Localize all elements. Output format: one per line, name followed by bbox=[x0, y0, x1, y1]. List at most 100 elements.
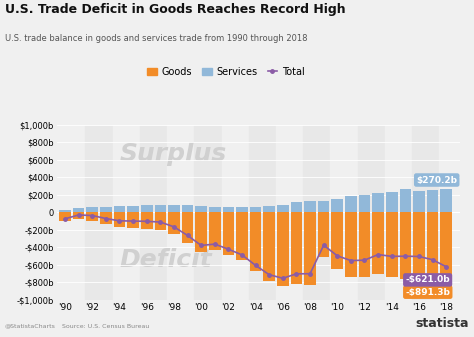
Bar bbox=[331, 199, 343, 212]
Text: Source: U.S. Census Bureau: Source: U.S. Census Bureau bbox=[62, 324, 149, 329]
Bar bbox=[426, 125, 439, 300]
Total bbox=[443, 265, 449, 269]
Bar bbox=[209, 207, 220, 212]
Bar bbox=[263, 125, 276, 300]
Text: $270.2b: $270.2b bbox=[416, 176, 457, 185]
Bar bbox=[182, 205, 193, 212]
Text: U.S. trade balance in goods and services trade from 1990 through 2018: U.S. trade balance in goods and services… bbox=[5, 34, 307, 43]
Bar bbox=[59, 210, 71, 212]
Bar bbox=[58, 125, 72, 300]
Total bbox=[103, 216, 109, 220]
Bar bbox=[413, 191, 425, 212]
Bar bbox=[250, 207, 261, 212]
Bar bbox=[128, 206, 139, 212]
Total bbox=[198, 243, 204, 247]
Bar bbox=[223, 207, 234, 212]
Total bbox=[76, 213, 82, 217]
Total bbox=[348, 258, 354, 263]
Total bbox=[402, 254, 408, 258]
Bar bbox=[167, 125, 181, 300]
Bar bbox=[168, 212, 180, 234]
Bar bbox=[386, 212, 398, 277]
Total bbox=[90, 214, 95, 218]
Bar bbox=[209, 212, 220, 250]
Bar bbox=[141, 212, 153, 229]
Bar bbox=[126, 125, 140, 300]
Text: -$891.3b: -$891.3b bbox=[405, 288, 450, 297]
Bar bbox=[99, 125, 113, 300]
Bar bbox=[413, 212, 425, 278]
Total bbox=[185, 234, 191, 238]
Bar bbox=[304, 212, 316, 285]
Bar bbox=[345, 196, 356, 212]
Text: statista: statista bbox=[416, 317, 469, 330]
Total bbox=[212, 242, 218, 246]
Total bbox=[430, 258, 436, 262]
Bar bbox=[400, 212, 411, 279]
Bar bbox=[412, 125, 426, 300]
Total bbox=[335, 254, 340, 258]
Bar bbox=[277, 205, 289, 212]
Bar bbox=[427, 190, 438, 212]
Bar bbox=[345, 212, 356, 277]
Total bbox=[389, 254, 394, 258]
Bar bbox=[358, 125, 371, 300]
Bar bbox=[114, 206, 125, 212]
Total bbox=[157, 220, 163, 224]
Bar bbox=[85, 125, 99, 300]
Total bbox=[266, 273, 272, 277]
Bar bbox=[236, 208, 248, 212]
Bar bbox=[276, 125, 290, 300]
Bar bbox=[223, 212, 234, 254]
Bar bbox=[100, 207, 112, 212]
Text: Deficit: Deficit bbox=[119, 248, 212, 272]
Bar bbox=[154, 125, 167, 300]
Text: U.S. Trade Deficit in Goods Reaches Record High: U.S. Trade Deficit in Goods Reaches Reco… bbox=[5, 3, 346, 17]
Total bbox=[362, 258, 367, 262]
Bar bbox=[141, 205, 153, 212]
Bar bbox=[73, 208, 84, 212]
Total bbox=[62, 217, 68, 221]
Bar bbox=[264, 212, 275, 281]
Total bbox=[416, 254, 422, 258]
Total bbox=[280, 276, 286, 280]
Bar bbox=[182, 212, 193, 243]
Text: Surplus: Surplus bbox=[119, 143, 227, 166]
Total bbox=[239, 253, 245, 257]
Text: -$621.0b: -$621.0b bbox=[405, 275, 450, 284]
Bar bbox=[331, 212, 343, 269]
Bar bbox=[264, 206, 275, 212]
Line: Total: Total bbox=[64, 213, 448, 280]
Total bbox=[226, 247, 231, 251]
Bar bbox=[359, 212, 370, 277]
Total bbox=[130, 219, 136, 223]
Bar bbox=[427, 212, 438, 282]
Bar bbox=[181, 125, 194, 300]
Bar bbox=[194, 125, 208, 300]
Bar bbox=[399, 125, 412, 300]
Total bbox=[253, 264, 258, 268]
Total bbox=[293, 272, 299, 276]
Total bbox=[321, 243, 327, 247]
Bar bbox=[168, 205, 180, 212]
Bar bbox=[400, 189, 411, 212]
Bar bbox=[113, 125, 126, 300]
Bar bbox=[100, 212, 112, 224]
Bar bbox=[371, 125, 385, 300]
Bar bbox=[290, 125, 303, 300]
Bar bbox=[208, 125, 221, 300]
Total bbox=[117, 219, 122, 223]
Bar bbox=[236, 212, 248, 260]
Bar bbox=[344, 125, 358, 300]
Bar bbox=[195, 212, 207, 252]
Bar bbox=[277, 212, 289, 286]
Bar bbox=[318, 212, 329, 257]
Bar bbox=[249, 125, 263, 300]
Bar bbox=[155, 205, 166, 212]
Bar bbox=[439, 125, 453, 300]
Legend: Goods, Services, Total: Goods, Services, Total bbox=[144, 63, 309, 81]
Bar bbox=[440, 189, 452, 212]
Bar bbox=[128, 212, 139, 227]
Total bbox=[171, 225, 177, 229]
Bar bbox=[372, 212, 384, 274]
